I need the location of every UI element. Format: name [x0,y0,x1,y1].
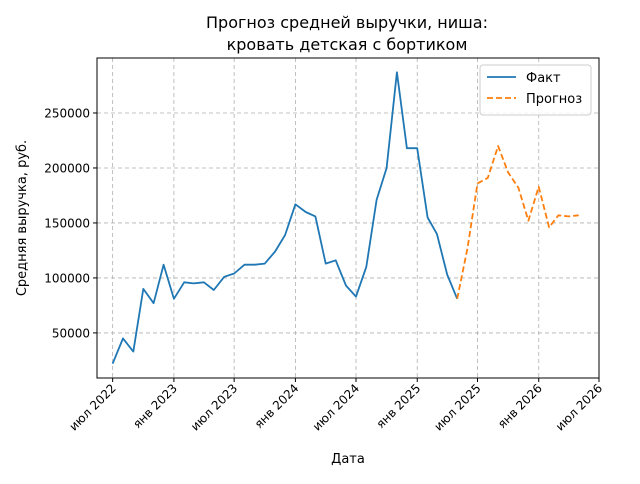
y-axis-label: Средняя выручка, руб. [15,140,30,296]
legend: Факт Прогноз [479,64,592,116]
y-tick-label: 50000 [52,326,90,340]
y-tick-label: 200000 [44,161,90,175]
series-line-fact [111,71,459,365]
x-axis-label: Дата [331,452,365,467]
series-lines [111,71,579,365]
legend-label-forecast: Прогноз [526,92,582,107]
y-tick-label: 100000 [44,271,90,285]
series-line-forecast [456,145,579,299]
chart-title-line-1: Прогноз средней выручки, ниша: [206,13,488,32]
legend-label-fact: Факт [526,71,561,86]
y-axis-ticks: 50000 100000 150000 200000 250000 [44,106,97,340]
y-tick-label: 150000 [44,216,90,230]
plot-area-frame [96,57,600,379]
chart-title-line-2: кровать детская с бортиком [227,35,468,54]
y-tick-label: 250000 [44,106,90,120]
